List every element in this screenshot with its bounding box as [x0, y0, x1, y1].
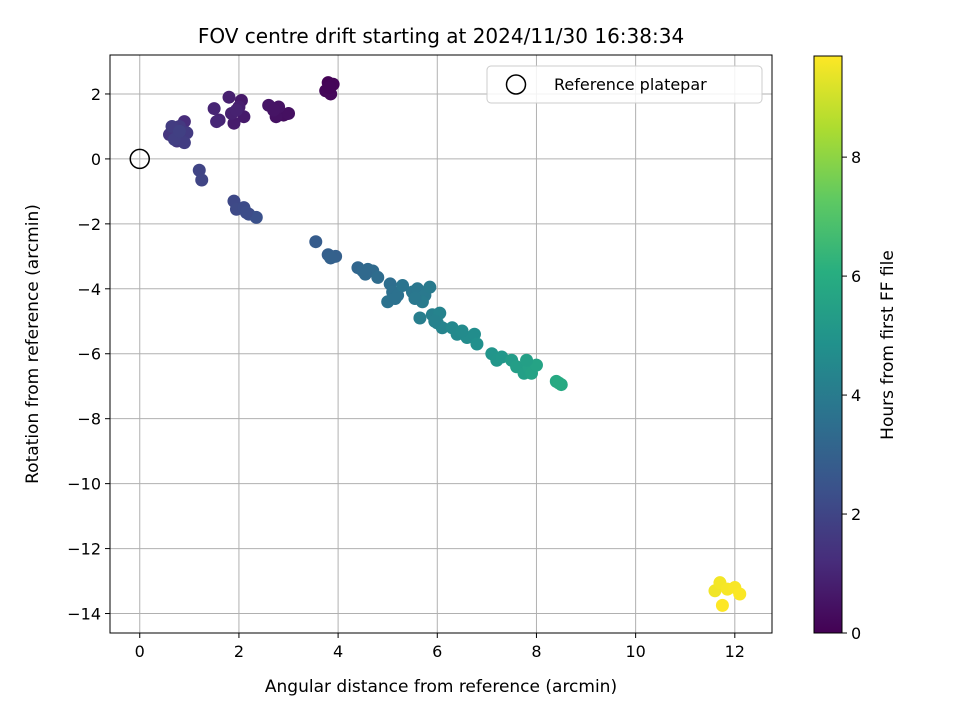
x-tick-label: 0 [135, 642, 145, 661]
data-point [222, 90, 236, 104]
x-axis-ticks: 0 2 4 6 8 10 12 [135, 633, 745, 661]
plot-frame [109, 54, 773, 634]
data-point [529, 358, 543, 372]
grid [110, 55, 772, 633]
x-tick-label: 4 [333, 642, 343, 661]
x-tick-label: 10 [625, 642, 645, 661]
colorbar-ticks: 0 2 4 6 8 [842, 148, 861, 643]
reference-platepar-marker [129, 148, 151, 170]
data-points [163, 76, 747, 612]
data-point [172, 124, 186, 138]
y-tick-label: −2 [77, 215, 101, 234]
y-axis-label: Rotation from reference (arcmin) [23, 204, 43, 484]
data-point [229, 103, 243, 117]
data-point [227, 116, 241, 130]
y-tick-label: 0 [91, 150, 101, 169]
data-point [552, 376, 566, 390]
data-point [309, 235, 323, 249]
data-point [520, 353, 534, 367]
legend: Reference platepar [486, 65, 763, 104]
data-point [371, 270, 385, 284]
y-tick-label: 2 [91, 85, 101, 104]
colorbar-label: Hours from first FF file [878, 250, 898, 440]
data-point [210, 115, 224, 129]
data-point [388, 292, 402, 306]
data-point [282, 106, 296, 120]
legend-box [486, 65, 763, 104]
x-tick-label: 6 [432, 642, 442, 661]
data-point [324, 251, 338, 265]
data-point [195, 173, 209, 187]
y-tick-label: −4 [77, 280, 101, 299]
reference-marker-group [129, 148, 151, 170]
colorbar-tick-label: 0 [851, 624, 861, 643]
data-point [423, 280, 437, 294]
y-tick-label: −12 [67, 540, 101, 559]
data-point [177, 136, 191, 150]
data-point [408, 292, 422, 306]
x-axis-label: Angular distance from reference (arcmin) [265, 677, 617, 697]
colorbar-gradient [813, 55, 843, 634]
x-tick-label: 8 [531, 642, 541, 661]
data-point [428, 314, 442, 328]
colorbar-tick-label: 6 [851, 267, 861, 286]
data-point [239, 205, 253, 219]
colorbar-tick-label: 2 [851, 505, 861, 524]
data-point [413, 311, 427, 325]
colorbar-tick-label: 8 [851, 148, 861, 167]
legend-entry-reference: Reference platepar [554, 75, 707, 94]
data-point [192, 163, 206, 177]
data-point [470, 337, 484, 351]
y-tick-label: −6 [77, 345, 101, 364]
data-point [249, 210, 263, 224]
data-point [455, 324, 469, 338]
colorbar: 0 2 4 6 8 Hours from first FF file [813, 55, 898, 643]
y-tick-label: −10 [67, 475, 101, 494]
y-tick-label: −8 [77, 410, 101, 429]
y-tick-label: −14 [67, 605, 101, 624]
data-point [733, 587, 747, 601]
x-tick-label: 2 [234, 642, 244, 661]
y-axis-ticks: 2 0 −2 −4 −6 −8 −10 −12 −14 [67, 85, 110, 624]
data-point [396, 279, 410, 293]
data-point [715, 598, 729, 612]
data-point [495, 350, 509, 364]
x-tick-label: 12 [725, 642, 745, 661]
data-point [467, 327, 481, 341]
chart-title: FOV centre drift starting at 2024/11/30 … [198, 24, 684, 48]
legend-reference-marker [505, 74, 527, 95]
data-point [358, 267, 372, 281]
data-point [207, 102, 221, 116]
data-point [322, 80, 336, 94]
colorbar-tick-label: 4 [851, 386, 861, 405]
data-point [267, 103, 281, 117]
